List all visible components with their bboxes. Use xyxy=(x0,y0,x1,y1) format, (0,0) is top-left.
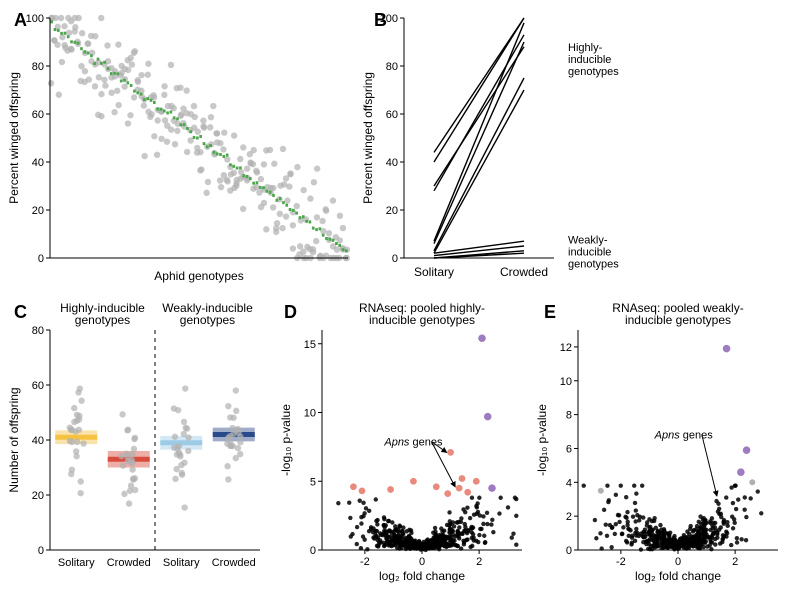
svg-text:12: 12 xyxy=(560,342,572,354)
svg-text:-2: -2 xyxy=(360,556,370,568)
svg-text:2: 2 xyxy=(566,511,572,523)
svg-text:Percent winged offspring: Percent winged offspring xyxy=(361,72,375,204)
volcano-purple-points xyxy=(478,334,496,491)
svg-text:Solitary: Solitary xyxy=(58,557,95,569)
panel-a-mean-bands xyxy=(50,20,347,252)
svg-text:20: 20 xyxy=(32,490,44,502)
svg-text:Aphid genotypes: Aphid genotypes xyxy=(154,269,243,283)
svg-text:80: 80 xyxy=(32,325,44,337)
svg-text:Solitary: Solitary xyxy=(414,265,454,279)
svg-text:Solitary: Solitary xyxy=(163,557,200,569)
svg-text:0: 0 xyxy=(392,253,398,265)
panel-e-volcano: RNAseq: pooled weakly-inducible genotype… xyxy=(530,300,788,590)
svg-text:2: 2 xyxy=(732,556,738,568)
svg-text:Crowded: Crowded xyxy=(500,265,548,279)
svg-text:Number of offspring: Number of offspring xyxy=(7,387,21,492)
svg-text:40: 40 xyxy=(32,435,44,447)
svg-text:0: 0 xyxy=(38,545,44,557)
svg-text:80: 80 xyxy=(386,61,398,73)
svg-text:8: 8 xyxy=(566,410,572,422)
svg-text:40: 40 xyxy=(386,157,398,169)
svg-text:Crowded: Crowded xyxy=(212,557,256,569)
svg-text:log₂ fold change: log₂ fold change xyxy=(379,569,465,583)
svg-text:0: 0 xyxy=(310,545,316,557)
svg-text:5: 5 xyxy=(310,476,316,488)
svg-text:15: 15 xyxy=(304,339,316,351)
svg-text:0: 0 xyxy=(419,556,425,568)
svg-text:60: 60 xyxy=(386,109,398,121)
svg-text:20: 20 xyxy=(32,205,44,217)
svg-text:Weakly-induciblegenotypes: Weakly-induciblegenotypes xyxy=(162,302,253,327)
svg-text:Apns genes: Apns genes xyxy=(654,429,714,441)
svg-text:10: 10 xyxy=(560,376,572,388)
svg-text:6: 6 xyxy=(566,443,572,455)
svg-text:80: 80 xyxy=(32,61,44,73)
svg-text:Weakly-induciblegenotypes: Weakly-induciblegenotypes xyxy=(568,235,619,271)
volcano-purple-points xyxy=(723,345,751,476)
svg-text:100: 100 xyxy=(380,13,398,25)
panel-a-scatter: 0 20 40 60 80 100 Percent winged offspring Aphi… xyxy=(2,10,358,294)
panel-b-lines xyxy=(434,18,524,258)
panel-a-points xyxy=(48,15,350,261)
svg-text:20: 20 xyxy=(386,205,398,217)
svg-text:-log₁₀ p-value: -log₁₀ p-value xyxy=(535,404,549,476)
svg-text:2: 2 xyxy=(476,556,482,568)
svg-text:Percent winged offspring: Percent winged offspring xyxy=(7,72,21,204)
svg-text:Crowded: Crowded xyxy=(107,557,151,569)
svg-text:60: 60 xyxy=(32,109,44,121)
svg-text:4: 4 xyxy=(566,477,572,489)
svg-text:Highly-induciblegenotypes: Highly-induciblegenotypes xyxy=(60,302,145,327)
panel-c-stripchart: Highly-induciblegenotypes Weakly-inducibl… xyxy=(2,302,270,586)
svg-text:-log₁₀ p-value: -log₁₀ p-value xyxy=(279,404,293,476)
svg-text:60: 60 xyxy=(32,380,44,392)
svg-text:RNAseq: pooled weakly-inducibl: RNAseq: pooled weakly-inducible genotype… xyxy=(612,301,743,327)
svg-text:0: 0 xyxy=(675,556,681,568)
volcano-coral-points xyxy=(350,449,480,497)
svg-text:100: 100 xyxy=(26,13,44,25)
volcano-black-points xyxy=(336,496,518,553)
svg-text:0: 0 xyxy=(566,545,572,557)
volcano-black-points xyxy=(582,479,764,551)
svg-text:40: 40 xyxy=(32,157,44,169)
svg-text:0: 0 xyxy=(38,253,44,265)
svg-text:RNAseq: pooled highly-inducibl: RNAseq: pooled highly-inducible genotype… xyxy=(359,301,485,327)
svg-text:-2: -2 xyxy=(616,556,626,568)
panel-d-volcano: RNAseq: pooled highly-inducible genotype… xyxy=(274,300,532,590)
svg-text:10: 10 xyxy=(304,408,316,420)
svg-text:log₂ fold change: log₂ fold change xyxy=(635,569,721,583)
panel-b-reaction-norm: 0 20 40 60 80 100 Percent winged offspring Soli… xyxy=(356,10,784,294)
multi-panel-figure: A B C D E 020406080100Percent winged off… xyxy=(0,0,800,584)
svg-text:Highly-induciblegenotypes: Highly-induciblegenotypes xyxy=(568,42,619,78)
